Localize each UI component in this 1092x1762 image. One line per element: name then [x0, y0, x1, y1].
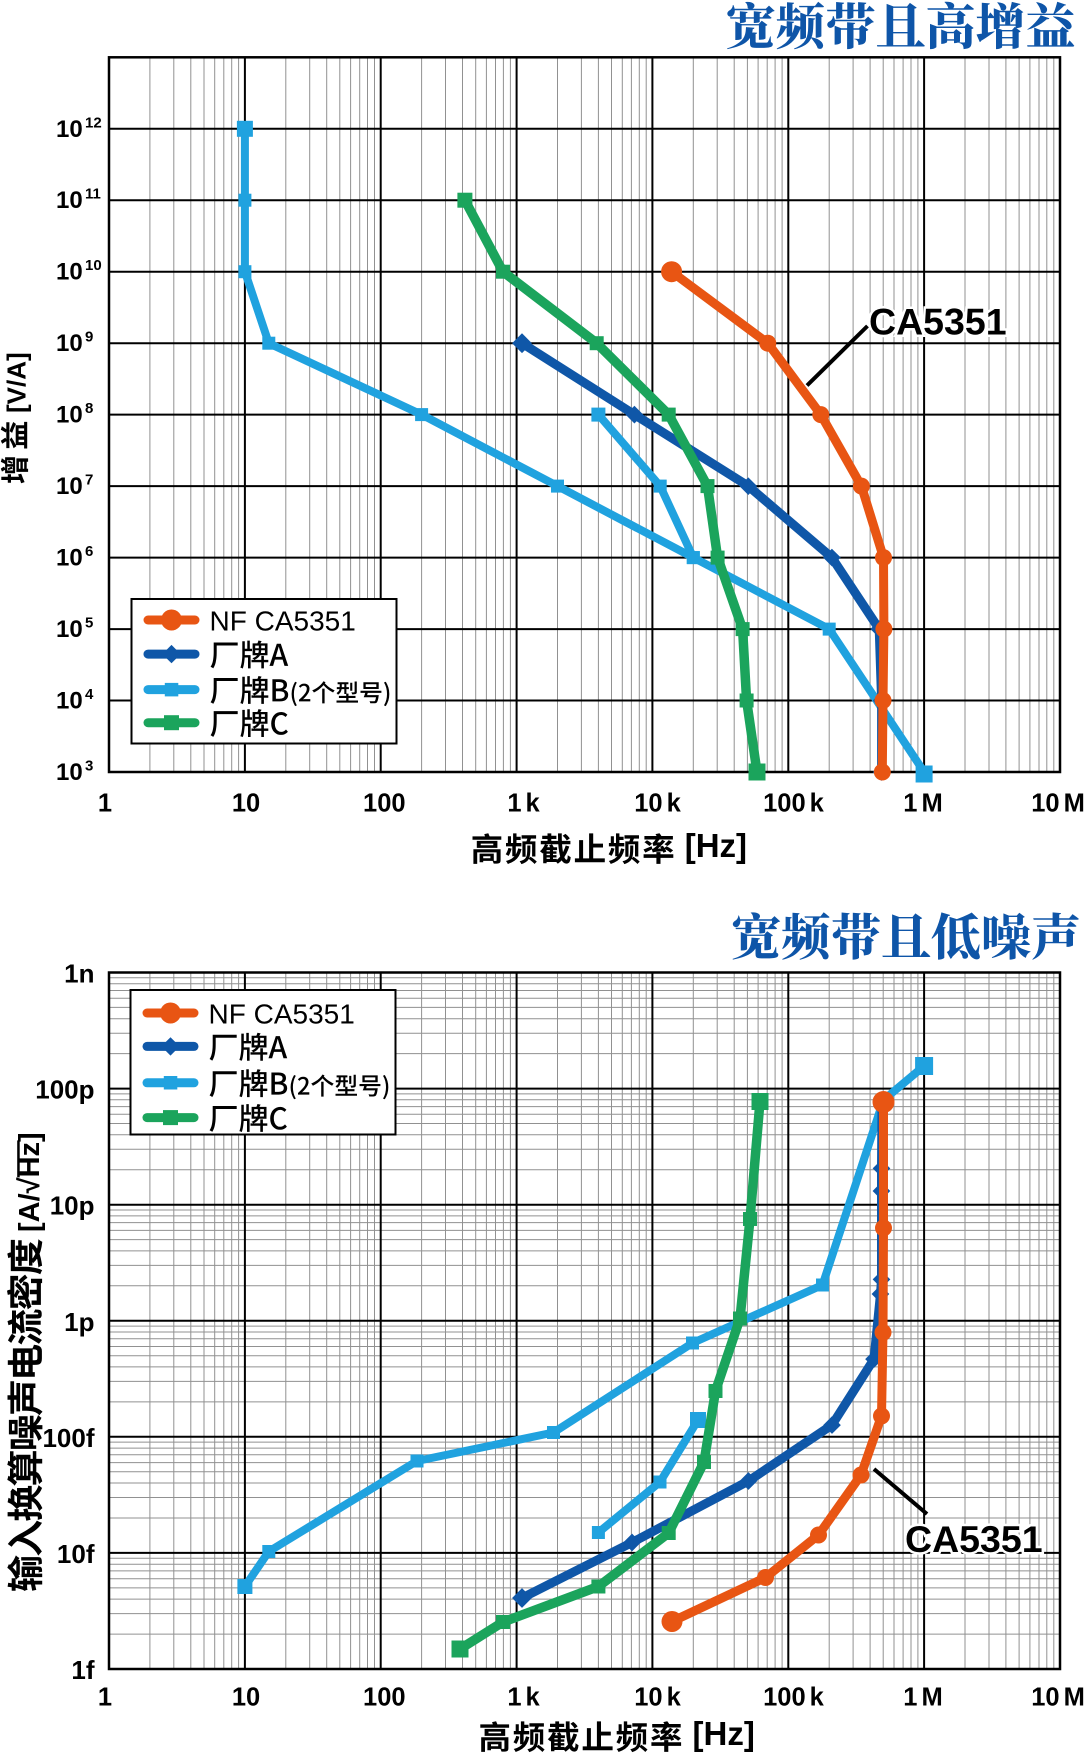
- svg-text:10: 10: [56, 688, 83, 715]
- svg-text:NF CA5351: NF CA5351: [210, 605, 356, 636]
- svg-text:10p: 10p: [50, 1191, 95, 1221]
- svg-text:1n: 1n: [64, 959, 94, 989]
- svg-text:10: 10: [232, 790, 260, 818]
- svg-text:4: 4: [85, 686, 94, 703]
- svg-text:5: 5: [85, 615, 93, 632]
- svg-text:100f: 100f: [42, 1423, 94, 1453]
- svg-text:10: 10: [56, 545, 83, 572]
- svg-text:11: 11: [85, 186, 101, 203]
- svg-text:1f: 1f: [71, 1655, 94, 1685]
- svg-text:10: 10: [56, 616, 83, 643]
- svg-text:1M: 1M: [903, 1684, 942, 1712]
- svg-text:10: 10: [56, 187, 83, 214]
- svg-text:100p: 100p: [35, 1075, 94, 1105]
- svg-text:1p: 1p: [64, 1307, 94, 1337]
- svg-text:10: 10: [85, 257, 102, 274]
- svg-text:[Hz]: [Hz]: [693, 1715, 755, 1752]
- svg-text:10: 10: [56, 473, 83, 500]
- svg-text:10: 10: [56, 759, 83, 786]
- svg-text:8: 8: [85, 400, 93, 417]
- svg-text:10k: 10 k: [634, 790, 681, 818]
- svg-text:CA5351: CA5351: [869, 301, 1007, 343]
- svg-text:1M: 1M: [903, 790, 942, 818]
- svg-text:3: 3: [85, 758, 93, 775]
- svg-text:7: 7: [85, 472, 93, 489]
- svg-text:10: 10: [232, 1684, 260, 1712]
- svg-text:10: 10: [56, 116, 83, 143]
- svg-text:10: 10: [56, 259, 83, 286]
- svg-text:NF CA5351: NF CA5351: [209, 998, 355, 1029]
- svg-text:[V/A]: [V/A]: [2, 352, 32, 413]
- svg-text:10: 10: [56, 402, 83, 429]
- svg-text:10f: 10f: [57, 1539, 95, 1569]
- svg-text:10M: 10 M: [1031, 1684, 1085, 1712]
- svg-text:100: 100: [363, 790, 406, 818]
- svg-text:6: 6: [85, 543, 93, 560]
- svg-text:12: 12: [85, 114, 102, 131]
- svg-text:1: 1: [98, 790, 112, 818]
- svg-text:9: 9: [85, 329, 93, 346]
- svg-text:1: 1: [98, 1684, 112, 1712]
- svg-text:100: 100: [363, 1684, 406, 1712]
- svg-text:10M: 10 M: [1031, 790, 1085, 818]
- svg-text:10: 10: [56, 330, 83, 357]
- svg-text:10k: 10 k: [634, 1684, 681, 1712]
- svg-text:[Hz]: [Hz]: [685, 827, 747, 864]
- svg-text:CA5351: CA5351: [905, 1518, 1043, 1560]
